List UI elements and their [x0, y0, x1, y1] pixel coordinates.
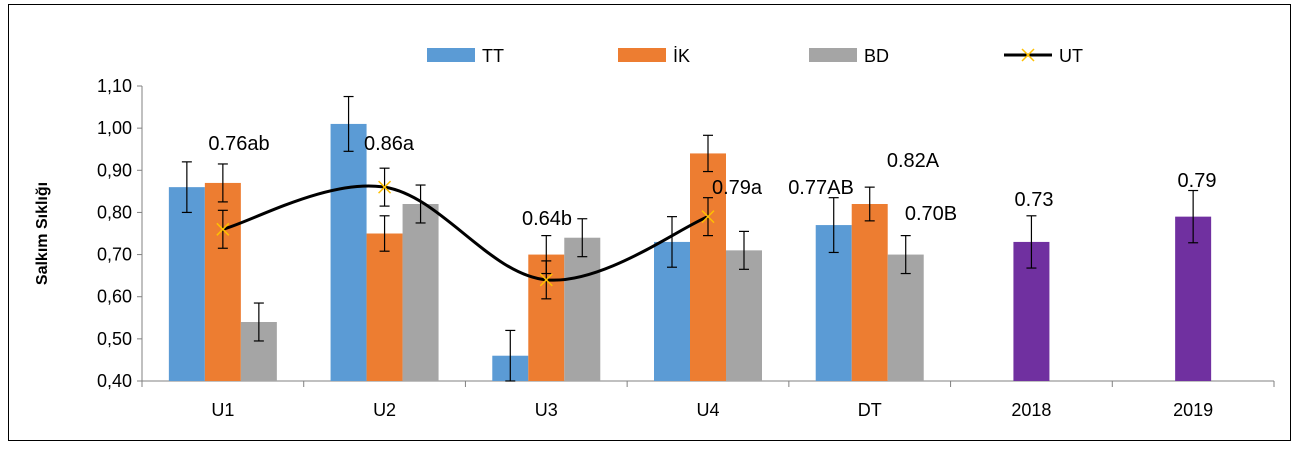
- x-tick-label: U3: [535, 400, 558, 420]
- data-label: 0.79: [1178, 170, 1217, 192]
- y-tick-label: 0,60: [97, 287, 132, 307]
- data-label: 0.70B: [905, 203, 957, 225]
- legend-swatch-bd: [809, 48, 857, 62]
- chart-frame: 0,40 0,50 0,60 0,70 0,80 0,90 1,00 1,10 U1 U2 U3 U4…: [8, 4, 1291, 441]
- x-tick-label: 2019: [1173, 400, 1213, 420]
- bar-bd: [564, 237, 601, 381]
- data-label: 0.73: [1015, 189, 1054, 211]
- bar-bd: [402, 204, 439, 381]
- data-label: 0.79a: [712, 177, 763, 199]
- y-tick-label: 1,00: [97, 118, 132, 138]
- bar-bd: [887, 254, 924, 381]
- y-axis-label: Salkım Sıklığı: [34, 182, 51, 285]
- y-tick-label: 0,70: [97, 245, 132, 265]
- y-tick-label: 0,40: [97, 371, 132, 391]
- legend-swatch-tt: [427, 48, 475, 62]
- y-tick-label: 0,50: [97, 329, 132, 349]
- y-tick-label: 0,90: [97, 160, 132, 180]
- y-tick-label: 1,10: [97, 76, 132, 96]
- legend-label: TT: [482, 46, 504, 66]
- bar-tt: [168, 187, 205, 381]
- bar-tt: [330, 123, 367, 381]
- ut-marker: [701, 210, 715, 224]
- legend-swatch-i̇k: [618, 48, 666, 62]
- y-tick-label: 0,80: [97, 202, 132, 222]
- data-label: 0.86a: [364, 133, 415, 155]
- bar-i̇k: [366, 233, 403, 381]
- bar-bd: [726, 250, 762, 381]
- legend-label: UT: [1059, 46, 1083, 66]
- ut-marker: [539, 273, 553, 287]
- x-tick-label: U1: [211, 400, 234, 420]
- x-tick-label: DT: [858, 400, 882, 420]
- ut-marker: [378, 180, 392, 194]
- bar-i̇k: [690, 153, 726, 381]
- legend-label: İK: [673, 46, 690, 66]
- data-label: 0.82A: [887, 150, 940, 172]
- legend-marker-ut: [1021, 48, 1035, 62]
- data-label: 0.76ab: [208, 133, 269, 155]
- x-tick-label: 2018: [1011, 400, 1051, 420]
- bar-year: [1175, 216, 1212, 381]
- bar-chart: 0,40 0,50 0,60 0,70 0,80 0,90 1,00 1,10 U1 U2 U3 U4…: [34, 46, 1275, 420]
- x-tick-label: U4: [696, 400, 719, 420]
- data-label: 0.77AB: [788, 177, 854, 199]
- legend-label: BD: [864, 46, 889, 66]
- ut-marker: [216, 222, 230, 236]
- ut-line: [222, 184, 709, 282]
- bar-i̇k: [851, 204, 888, 381]
- data-label: 0.64b: [522, 208, 572, 230]
- x-tick-label: U2: [373, 400, 396, 420]
